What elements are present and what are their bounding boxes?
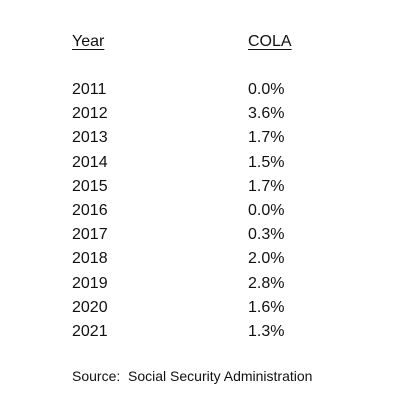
year-cell: 2014 xyxy=(72,153,108,171)
cola-cell: 1.7% xyxy=(248,177,285,195)
source-note: Source: Social Security Administration xyxy=(72,368,313,384)
cola-cell: 0.0% xyxy=(248,202,285,219)
year-cell: 2015 xyxy=(72,177,108,195)
cola-cell: 1.5% xyxy=(248,153,285,171)
header-cola: COLA xyxy=(248,33,292,50)
cola-cell: 2.0% xyxy=(248,250,285,268)
year-cell: 2011 xyxy=(72,81,107,98)
year-cell: 2013 xyxy=(72,129,108,147)
year-cell: 2012 xyxy=(72,105,108,123)
cola-cell: 1.3% xyxy=(248,323,285,340)
year-cell: 2020 xyxy=(72,298,108,316)
year-cell: 2019 xyxy=(72,274,108,292)
cola-cell: 0.3% xyxy=(248,226,285,244)
cola-cell: 2.8% xyxy=(248,274,285,292)
year-cell: 2018 xyxy=(72,250,108,268)
year-cell: 2016 xyxy=(72,202,108,219)
header-year: Year xyxy=(72,33,105,50)
year-cell: 2017 xyxy=(72,226,108,244)
cola-cell: 3.6% xyxy=(248,105,285,123)
cola-cell: 1.7% xyxy=(248,129,285,147)
cola-cell: 0.0% xyxy=(248,81,285,98)
cola-cell: 1.6% xyxy=(248,298,285,316)
year-cell: 2021 xyxy=(72,323,108,340)
